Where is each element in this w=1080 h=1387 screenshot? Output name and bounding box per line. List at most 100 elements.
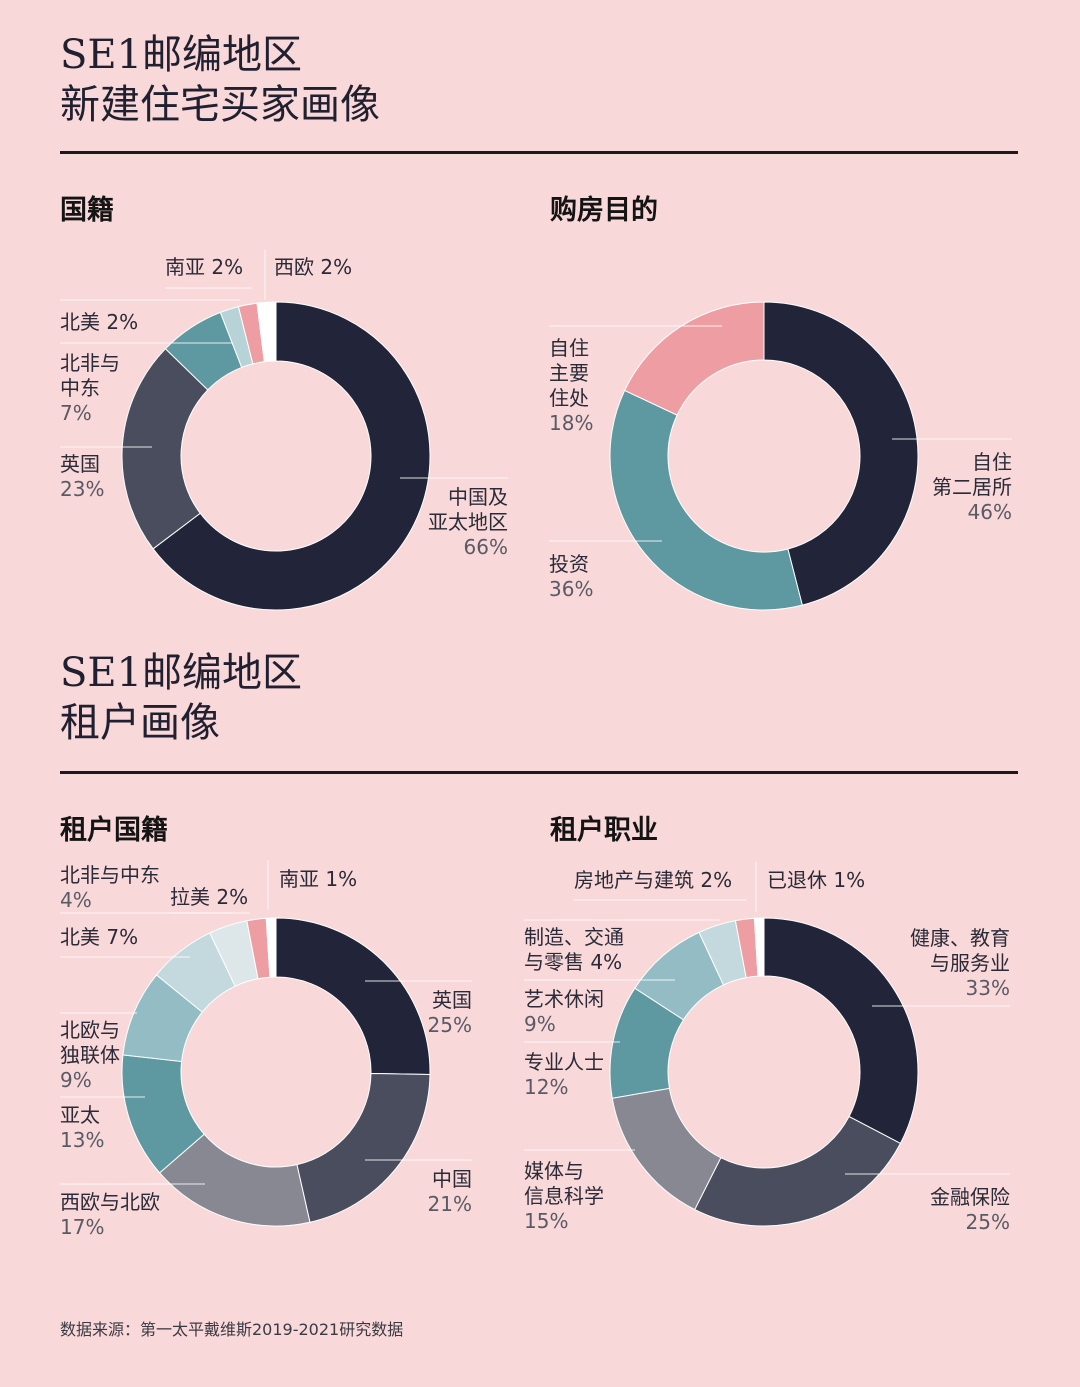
slice-label-line: 主要 (549, 361, 589, 385)
slice-label: 专业人士 12% (524, 1050, 604, 1099)
slice-label-line: 专业人士 (524, 1050, 604, 1074)
slice-label-line: 46% (968, 500, 1012, 524)
donut-slice (623, 301, 765, 416)
donut-slices (609, 917, 919, 1227)
section-title-tenants: SE1邮编地区 租户画像 (60, 648, 302, 748)
donut-slice (152, 301, 431, 611)
slice-label-line: 中国 (432, 1167, 472, 1191)
slice-label-line: 与零售 4% (524, 950, 622, 974)
slice-label-line: 英国 (60, 452, 100, 476)
slice-label-line: 西欧与北欧 (60, 1190, 160, 1214)
slice-label-line: 艺术休闲 (524, 987, 604, 1011)
slice-label: 制造、交通与零售 4% (524, 925, 624, 974)
slice-label-line: 自住 (972, 450, 1012, 474)
donut-slice (753, 917, 765, 977)
section-title-line2: 新建住宅买家画像 (60, 82, 380, 128)
slice-label-line: 第二居所 (932, 475, 1012, 499)
slice-label: 英国 23% (60, 452, 104, 501)
donut-slice (763, 301, 919, 606)
slice-label-line: 北美 7% (60, 925, 138, 949)
donut-slice (763, 917, 919, 1145)
slice-label: 北非与中东 7% (60, 351, 120, 425)
source-note: 数据来源：第一太平戴维斯2019-2021研究数据 (60, 1320, 404, 1339)
slice-label-line: 媒体与 (524, 1159, 584, 1183)
slice-label-line: 北美 2% (60, 310, 138, 334)
donut-slice (609, 389, 803, 611)
slice-label-line: 15% (524, 1209, 568, 1233)
slice-label-line: 已退休 1% (767, 868, 865, 892)
slice-label: 投资 36% (549, 552, 593, 601)
slice-label: 媒体与信息科学 15% (524, 1159, 604, 1233)
slice-label-line: 18% (549, 411, 593, 435)
chart-title-tenant-occupation: 租户职业 (550, 815, 658, 846)
slice-label-line: 北非与中东 (60, 863, 160, 887)
slice-label: 北美 2% (60, 310, 138, 334)
slice-label-line: 13% (60, 1128, 104, 1152)
slice-label: 自住第二居所 46% (932, 450, 1012, 524)
slice-label-line: 21% (428, 1192, 472, 1216)
slice-label: 南亚 2% (165, 255, 243, 279)
slice-label-line: 亚太 (60, 1103, 100, 1127)
slice-label-line: 33% (966, 976, 1010, 1000)
chart-title-purpose: 购房目的 (550, 195, 658, 226)
slice-label: 亚太 13% (60, 1103, 104, 1152)
slice-label: 北欧与独联体 9% (60, 1018, 120, 1092)
slice-label-line: 4% (60, 888, 92, 912)
slice-label: 艺术休闲 9% (524, 987, 604, 1036)
slice-label-line: 与服务业 (930, 951, 1010, 975)
donut-slice (296, 1072, 431, 1223)
donut-chart-nationality: 中国及亚太地区 66% 英国 23% 北非与中东 7% 北美 2% 南亚 2% 西欧 2% (60, 250, 508, 611)
donut-slice (694, 1115, 902, 1227)
section-title-buyers: SE1邮编地区 新建住宅买家画像 (60, 30, 380, 130)
slice-label-line: 66% (464, 535, 508, 559)
donut-slice (256, 301, 277, 363)
slice-label-line: 23% (60, 477, 104, 501)
slice-label: 北美 7% (60, 925, 138, 949)
donut-chart-tenant-occupation: 健康、教育与服务业 33% 金融保险 25% 媒体与信息科学 15% 专业人士 12% 艺术休闲… (524, 862, 1010, 1234)
slice-label: 健康、教育与服务业 33% (910, 926, 1010, 1000)
section-title-line1: SE1邮编地区 (60, 32, 303, 78)
slice-label-line: 拉美 2% (170, 885, 248, 909)
slice-label-line: 南亚 1% (279, 867, 357, 891)
slice-label: 金融保险 25% (930, 1185, 1010, 1234)
section-title-line1: SE1邮编地区 (60, 650, 303, 696)
slice-label-line: 中东 (60, 376, 100, 400)
slice-label: 拉美 2% (170, 885, 248, 909)
slice-label-line: 自住 (549, 336, 589, 360)
donut-chart-purpose: 自住第二居所 46%投资 36%自住主要住处 18% (549, 301, 1012, 611)
section-title-line2: 租户画像 (60, 700, 220, 746)
slice-label-line: 亚太地区 (428, 510, 508, 534)
donut-slices (121, 917, 431, 1227)
chart-title-tenant-nationality: 租户国籍 (60, 815, 168, 846)
slice-label-line: 房地产与建筑 2% (574, 868, 732, 892)
divider-rule (60, 771, 1018, 774)
donut-slices (609, 301, 919, 611)
slice-label: 北非与中东 4% (60, 863, 160, 912)
slice-label: 中国 21% (428, 1167, 472, 1216)
donut-slice (121, 348, 209, 550)
slice-label: 英国 25% (428, 988, 472, 1037)
donut-slice (275, 917, 431, 1075)
divider-rule (60, 151, 1018, 154)
slice-label-line: 25% (428, 1013, 472, 1037)
slice-label-line: 北欧与 (60, 1018, 120, 1042)
slice-label-line: 9% (524, 1012, 556, 1036)
slice-label-line: 12% (524, 1075, 568, 1099)
slice-label-line: 36% (549, 577, 593, 601)
slice-label: 西欧 2% (274, 255, 352, 279)
slice-label-line: 住处 (549, 386, 589, 410)
slice-label-line: 金融保险 (930, 1185, 1010, 1209)
slice-label-line: 17% (60, 1215, 104, 1239)
slice-label-line: 信息科学 (524, 1184, 604, 1208)
slice-label-line: 英国 (432, 988, 472, 1012)
slice-label-line: 投资 (549, 552, 589, 576)
slice-label: 中国及亚太地区 66% (428, 485, 508, 559)
chart-title-nationality: 国籍 (60, 195, 114, 226)
slice-label-line: 7% (60, 401, 92, 425)
slice-label-line: 健康、教育 (910, 926, 1010, 950)
slice-label: 西欧与北欧 17% (60, 1190, 160, 1239)
slice-label-line: 西欧 2% (274, 255, 352, 279)
slice-label: 房地产与建筑 2% (574, 868, 732, 892)
slice-label-line: 25% (966, 1210, 1010, 1234)
donut-chart-tenant-nationality: 英国 25% 中国 21% 西欧与北欧 17% 亚太 13% 北欧与独联体 9% 北美 7% 北非与中… (60, 860, 472, 1239)
